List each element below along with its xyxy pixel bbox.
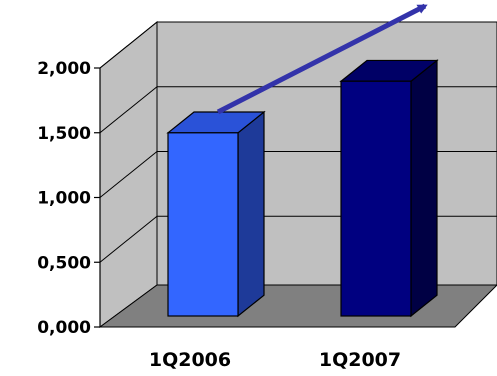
bars — [166, 59, 439, 318]
gridline-side — [99, 215, 158, 263]
x-category-label: 1Q2007 — [319, 349, 401, 371]
bar-1Q2006 — [166, 110, 266, 318]
y-tick-label: 1,000 — [37, 189, 91, 209]
x-axis-labels: 1Q2006 1Q2007 — [149, 349, 401, 371]
y-tick-label: 0,000 — [37, 318, 91, 338]
gridline-side — [99, 151, 158, 198]
bar-1Q2007 — [339, 59, 439, 318]
gridline-side — [99, 86, 158, 134]
y-tick-label: 2,000 — [37, 59, 91, 79]
y-tick-label: 0,500 — [37, 253, 91, 273]
gridline-side — [99, 21, 158, 69]
y-tick-label: 1,500 — [37, 124, 91, 144]
trend-arrow — [216, 3, 428, 115]
y-axis-ticks: 0,000 0,500 1,000 1,500 2,000 — [37, 59, 100, 338]
x-category-label: 1Q2006 — [149, 349, 231, 371]
